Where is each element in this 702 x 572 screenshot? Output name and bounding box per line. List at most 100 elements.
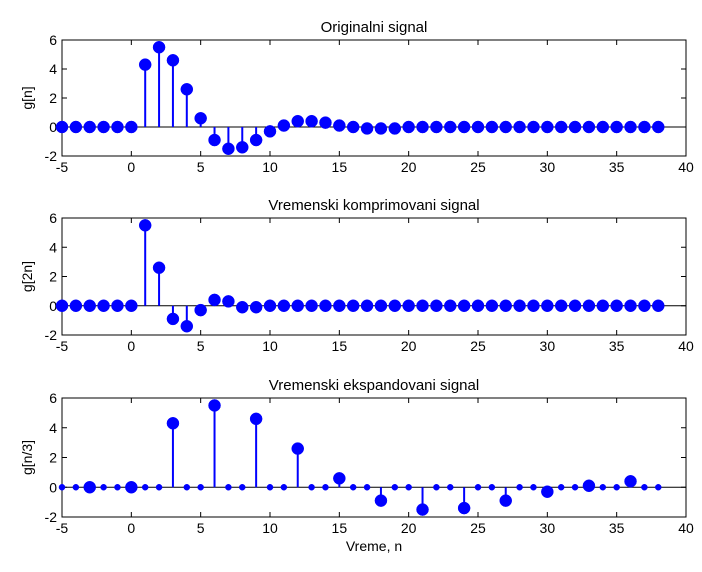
stem-marker xyxy=(610,299,623,312)
stem-marker xyxy=(222,295,235,308)
stem-marker xyxy=(141,484,149,491)
y-tick-label: 0 xyxy=(49,119,57,135)
stem-marker xyxy=(333,472,346,485)
stem-marker xyxy=(346,120,360,134)
stem-marker xyxy=(568,120,582,134)
x-tick-label: 25 xyxy=(470,159,486,175)
stem-marker xyxy=(97,299,110,312)
y-tick-label: 4 xyxy=(49,420,57,436)
x-tick-label: 40 xyxy=(678,338,694,354)
stem-marker xyxy=(322,484,329,491)
stem-marker xyxy=(471,120,485,134)
stem-marker xyxy=(305,299,318,312)
y-tick-label: 6 xyxy=(49,390,57,406)
stem-marker xyxy=(391,484,399,491)
x-tick-label: 25 xyxy=(470,520,486,536)
stem-marker xyxy=(444,120,457,134)
y-tick-label: -2 xyxy=(45,327,58,343)
x-tick-label: 5 xyxy=(197,520,205,536)
stem-marker xyxy=(239,484,246,491)
stem-marker xyxy=(513,120,526,134)
stem-marker xyxy=(624,299,637,312)
stem-marker xyxy=(69,120,83,134)
subplot-title: Originalni signal xyxy=(321,19,428,36)
x-tick-label: 0 xyxy=(127,520,135,536)
y-tick-label: 2 xyxy=(49,450,57,466)
stem-marker xyxy=(388,299,402,312)
stem-marker xyxy=(582,479,596,493)
stem-marker xyxy=(513,299,526,312)
stem-marker xyxy=(596,299,610,312)
stem-marker xyxy=(402,120,415,134)
x-axis-label: Vreme, n xyxy=(346,538,402,554)
stem-marker xyxy=(249,133,263,147)
y-tick-label: 6 xyxy=(49,210,57,226)
stem-marker xyxy=(488,484,496,491)
stem-marker xyxy=(194,303,207,317)
y-tick-label: 2 xyxy=(49,90,57,106)
stem-marker xyxy=(83,481,96,494)
stem-marker xyxy=(527,299,540,312)
stem-marker xyxy=(263,125,277,138)
stem-marker xyxy=(416,120,429,134)
stem-marker xyxy=(652,120,665,134)
stem-marker xyxy=(138,219,152,232)
subplot-title: Vremenski ekspandovani signal xyxy=(269,377,479,394)
x-tick-label: -5 xyxy=(56,159,69,175)
stem-marker xyxy=(152,41,166,54)
x-tick-label: 25 xyxy=(470,338,486,354)
stem-marker xyxy=(554,120,568,134)
stem-marker xyxy=(208,293,221,307)
stem-marker xyxy=(225,484,232,491)
stem-marker xyxy=(416,503,429,516)
stem-marker xyxy=(599,484,607,491)
subplot-2: Vremenski komprimovani signal-5 0 5 10 15 20 2… xyxy=(19,197,694,354)
stem-marker xyxy=(319,116,332,129)
stem-marker xyxy=(83,120,96,134)
stem-marker xyxy=(180,319,194,333)
stem-marker xyxy=(236,141,249,154)
stem-marker xyxy=(388,122,402,135)
x-tick-label: 30 xyxy=(540,159,556,175)
stem-marker xyxy=(624,120,637,134)
stem-marker xyxy=(222,142,235,155)
stem-marker xyxy=(249,412,263,426)
y-axis-label: g[2n] xyxy=(19,261,35,292)
y-tick-label: 0 xyxy=(49,298,57,314)
stem-marker xyxy=(447,484,454,491)
x-tick-label: 15 xyxy=(332,520,348,536)
x-tick-label: 15 xyxy=(332,338,348,354)
stem-marker xyxy=(485,120,499,134)
stem-marker xyxy=(360,122,374,135)
stem-marker xyxy=(291,114,304,128)
x-tick-label: -5 xyxy=(56,520,69,536)
stem-marker xyxy=(610,120,623,134)
stem-marker xyxy=(180,83,194,96)
x-tick-label: 35 xyxy=(609,159,625,175)
stem-marker xyxy=(125,299,138,312)
stem-marker xyxy=(114,484,121,491)
stem-marker xyxy=(516,484,523,491)
stem-marker xyxy=(655,484,662,491)
stem-marker xyxy=(263,299,277,312)
stem-marker xyxy=(499,120,512,134)
x-tick-label: 30 xyxy=(540,338,556,354)
stem-marker xyxy=(183,484,191,491)
x-tick-label: 40 xyxy=(678,159,694,175)
stem-marker xyxy=(280,484,288,491)
stem-marker xyxy=(152,261,166,274)
stem-marker xyxy=(582,299,596,312)
y-tick-label: -2 xyxy=(45,148,58,164)
x-tick-label: 30 xyxy=(540,520,556,536)
y-tick-label: 4 xyxy=(49,239,57,255)
y-tick-label: -2 xyxy=(45,509,58,525)
x-tick-label: 0 xyxy=(127,338,135,354)
stem-marker xyxy=(471,299,485,312)
stem-marker xyxy=(541,485,554,498)
stem-marker xyxy=(138,58,152,71)
stem-marker xyxy=(208,399,221,412)
x-tick-label: 20 xyxy=(401,159,417,175)
axes-box xyxy=(61,397,687,518)
y-axis-label: g[n] xyxy=(19,86,35,109)
